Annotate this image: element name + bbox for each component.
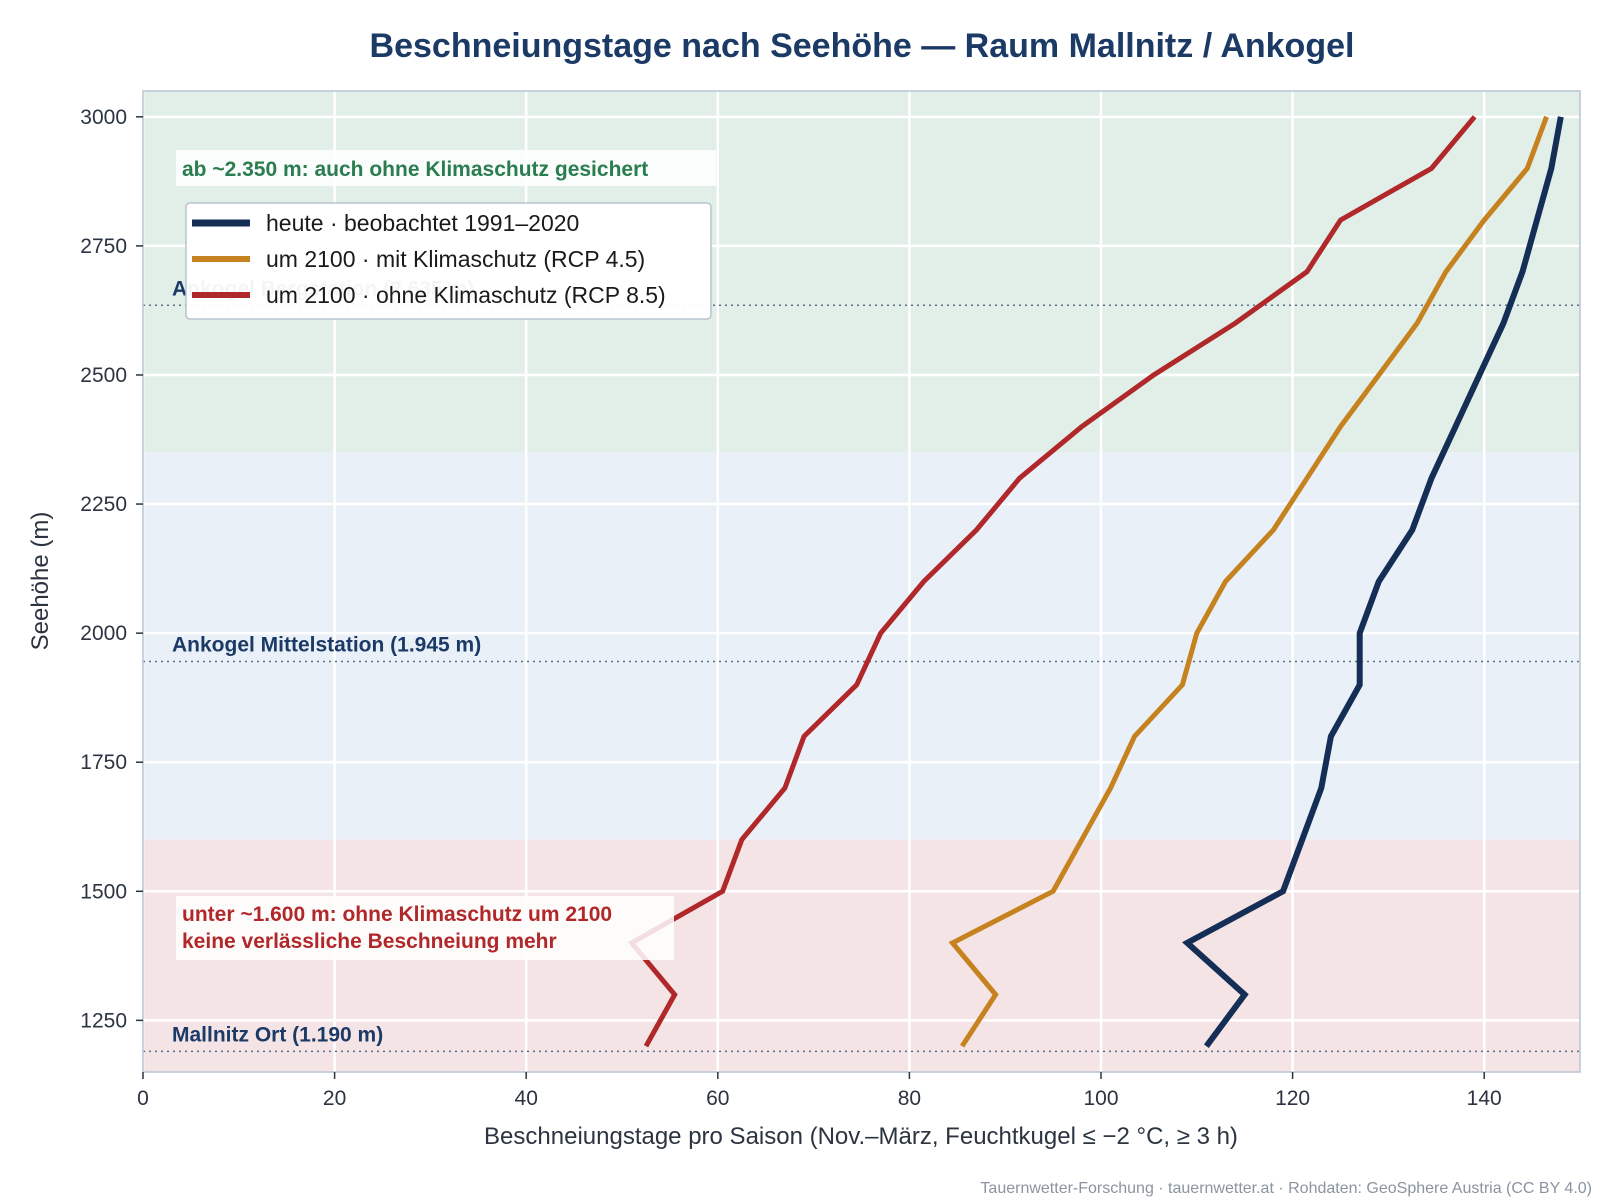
legend-label: heute · beobachtet 1991–2020 [266, 210, 579, 236]
plot-frame [142, 90, 1581, 1073]
chart-title: Beschneiungstage nach Seehöhe — Raum Mal… [370, 27, 1355, 65]
x-tick-label: 140 [1467, 1087, 1502, 1110]
y-axis-ticks: 1250 1500 1750 2000 2250 2500 2750 3000 [80, 106, 143, 1032]
x-tick-label: 20 [323, 1087, 346, 1110]
x-tick-label: 40 [515, 1087, 538, 1110]
series-line-3 [627, 115, 1477, 1048]
y-tick-label: 2500 [80, 364, 127, 387]
x-tick-label: 0 [137, 1087, 149, 1110]
red-annotation-box [176, 896, 674, 960]
green-annotation: ab ~2.350 m: auch ohne Klimaschutz gesic… [176, 150, 716, 186]
reference-line-label: Mallnitz Ort (1.190 m) [172, 1023, 383, 1046]
legend-box [185, 202, 712, 320]
x-tick-label: 60 [706, 1087, 729, 1110]
red-annotation-line-2: keine verlässliche Beschneiung mehr [182, 930, 557, 953]
x-axis-label: Beschneiungstage pro Saison (Nov.–März, … [484, 1123, 1238, 1150]
series-line-2 [948, 115, 1549, 1048]
x-tick-label: 120 [1275, 1087, 1310, 1110]
source-note: Tauernwetter-Forschung · tauernwetter.at… [980, 1180, 1592, 1197]
x-tick-label: 80 [898, 1087, 921, 1110]
series-lines [627, 115, 1564, 1048]
legend-label: um 2100 · mit Klimaschutz (RCP 4.5) [266, 246, 645, 272]
legend-label: um 2100 · ohne Klimaschutz (RCP 8.5) [266, 282, 666, 308]
y-tick-label: 2000 [80, 622, 127, 645]
legend: heute · beobachtet 1991–2020 um 2100 · mi… [185, 202, 712, 320]
red-annotation-line-1: unter ~1.600 m: ohne Klimaschutz um 2100 [182, 903, 612, 926]
y-tick-label: 1250 [80, 1009, 127, 1032]
red-annotation: unter ~1.600 m: ohne Klimaschutz um 2100… [176, 896, 674, 960]
blue-zone [143, 452, 1580, 840]
y-tick-label: 1500 [80, 880, 127, 903]
y-tick-label: 1750 [80, 751, 127, 774]
y-axis-label: Seehöhe (m) [27, 512, 54, 651]
green-annotation-text: ab ~2.350 m: auch ohne Klimaschutz gesic… [182, 158, 648, 181]
series-line-1 [1182, 116, 1564, 1048]
y-tick-label: 3000 [80, 106, 127, 129]
reference-line-label: Ankogel Mittelstation (1.945 m) [172, 634, 481, 657]
y-tick-label: 2250 [80, 493, 127, 516]
x-axis-ticks: 0 20 40 60 80 100 120 140 [137, 1072, 1502, 1110]
y-tick-label: 2750 [80, 235, 127, 258]
green-annotation-box [176, 150, 716, 186]
x-tick-label: 100 [1083, 1087, 1118, 1110]
